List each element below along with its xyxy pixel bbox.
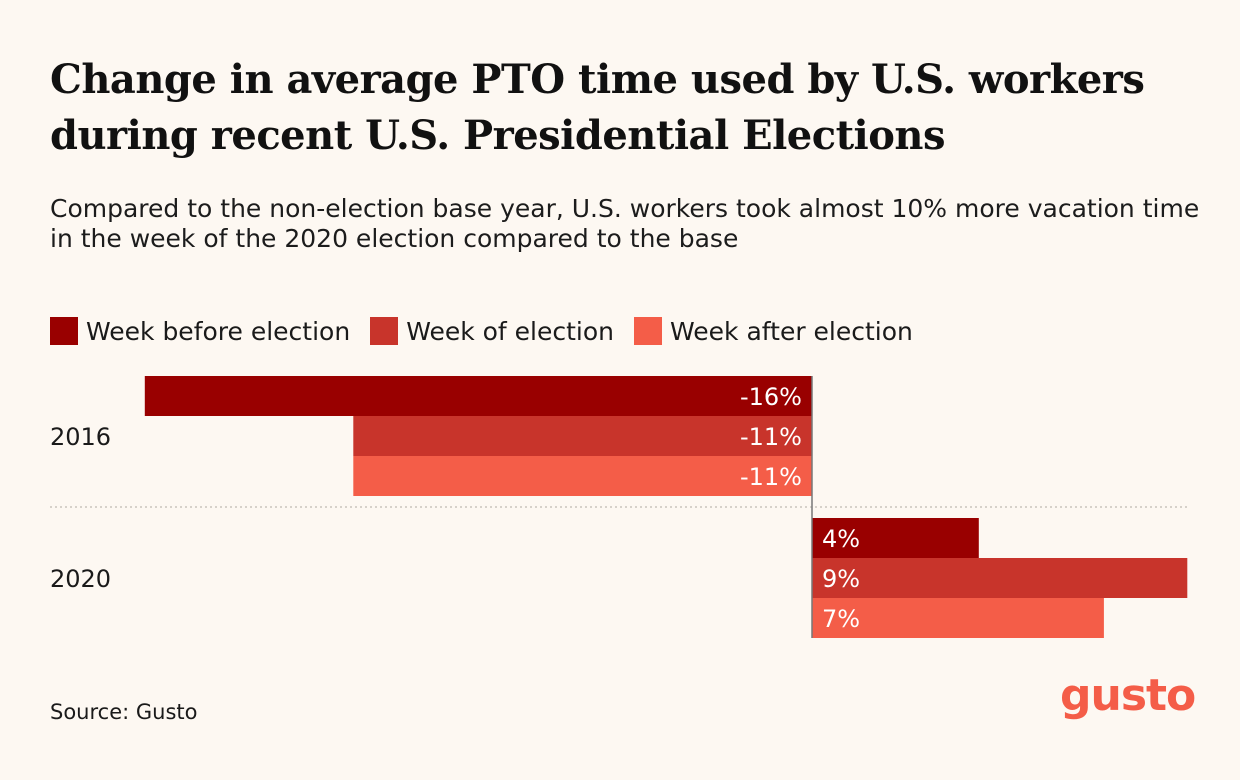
bar-2020-week_of <box>812 558 1188 598</box>
data-label-2020-week_of: 9% <box>822 565 860 593</box>
bar-2020-week_after <box>812 598 1104 638</box>
chart-legend: Week before election Week of election We… <box>50 314 933 348</box>
chart-title: Change in average PTO time used by U.S. … <box>50 56 1145 159</box>
legend-item-week-after: Week after election <box>634 317 913 346</box>
legend-swatch-week-of <box>370 317 399 345</box>
source-note: Source: Gusto <box>50 700 198 724</box>
category-label-2016: 2016 <box>50 423 111 451</box>
bar-2020-week_before <box>812 518 979 558</box>
gusto-logo: gusto <box>1060 670 1196 721</box>
data-label-2020-week_before: 4% <box>822 525 860 553</box>
data-label-2016-week_after: -11% <box>740 463 802 491</box>
data-label-2016-week_before: -16% <box>740 383 802 411</box>
legend-label-week-before: Week before election <box>86 316 351 346</box>
data-label-2020-week_after: 7% <box>822 605 860 633</box>
legend-swatch-week-after <box>634 317 663 345</box>
legend-item-week-of: Week of election <box>370 317 614 346</box>
legend-swatch-week-before <box>50 317 78 345</box>
legend-label-week-after: Week after election <box>670 316 913 346</box>
bar-2016-week_after <box>353 456 812 496</box>
bar-2016-week_before <box>144 376 813 416</box>
data-label-2016-week_of: -11% <box>740 423 802 451</box>
legend-label-week-of: Week of election <box>406 316 615 346</box>
legend-item-week-before: Week before election <box>50 317 350 346</box>
bar-2016-week_of <box>353 416 812 456</box>
category-label-2020: 2020 <box>50 565 111 593</box>
chart-subtitle: Compared to the non-election base year, … <box>50 194 1200 253</box>
bar-chart: 2016 -16% -11% -11% 2020 4% 9% 7% <box>50 376 1188 638</box>
